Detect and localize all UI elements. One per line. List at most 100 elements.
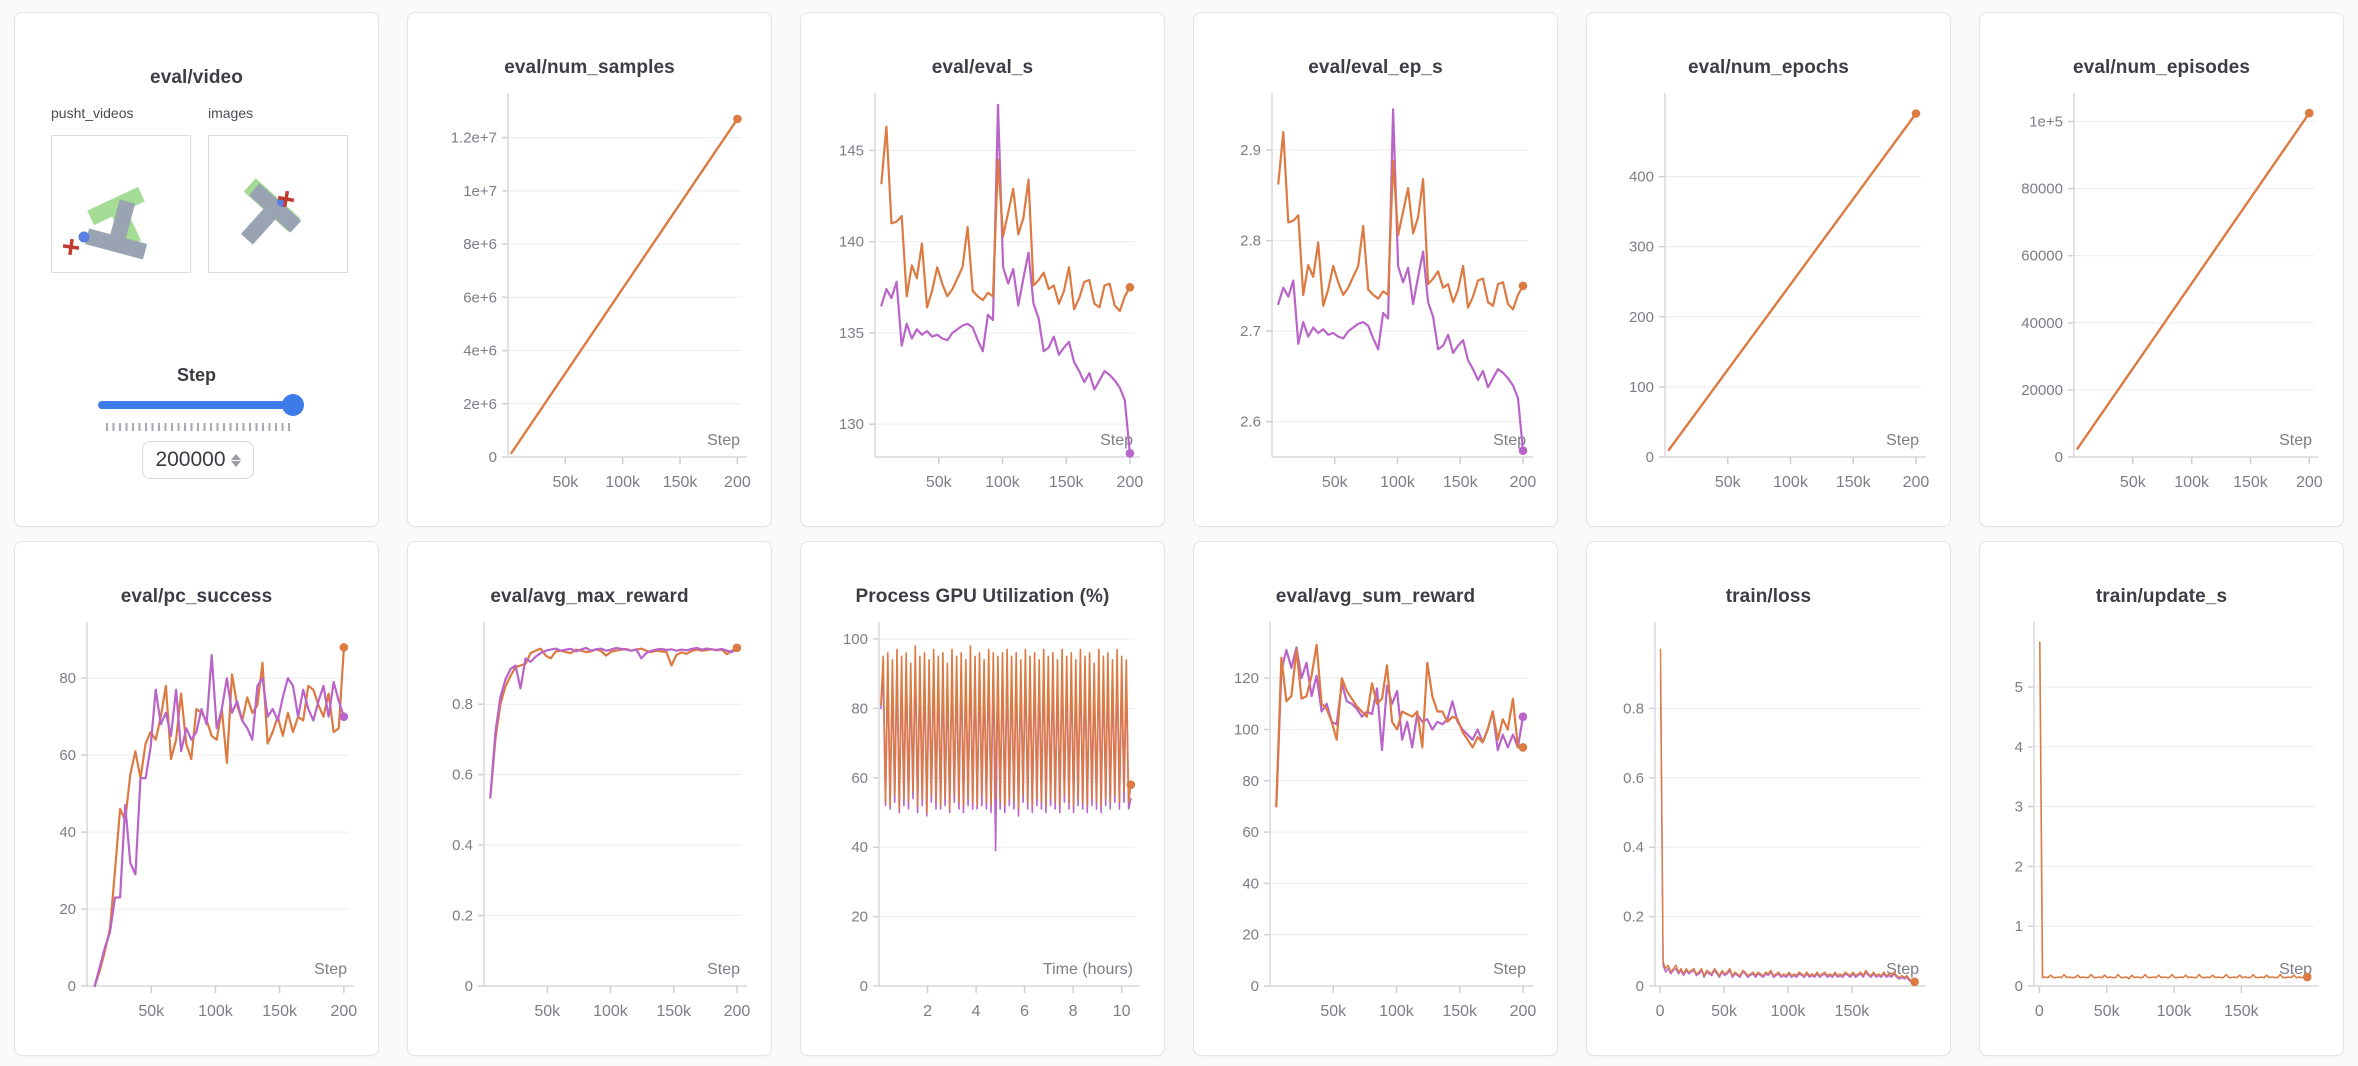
svg-text:80000: 80000	[2021, 181, 2063, 198]
chart-canvas-train-update-s[interactable]: 0 1 2 3 4 5 0 50k 100k 150k Step	[1980, 542, 2344, 1056]
svg-text:Step: Step	[2279, 961, 2312, 978]
svg-text:Step: Step	[1493, 432, 1526, 449]
panel-train-loss: train/loss 0 0.2 0.4 0.6 0.8 0 50k 100k 150k Step	[1586, 541, 1951, 1056]
svg-text:130: 130	[839, 416, 864, 433]
svg-text:100k: 100k	[1773, 474, 1809, 491]
agent-dot	[78, 231, 90, 243]
svg-text:40: 40	[1242, 875, 1259, 892]
chart-title: eval/num_episodes	[2073, 57, 2250, 78]
panel-eval-num-samples: eval/num_samples 0 2e+6 4e+6 6e+6 8e+6 1e+7 1.…	[407, 12, 772, 527]
svg-text:80: 80	[1242, 773, 1259, 790]
svg-text:0.6: 0.6	[452, 767, 473, 784]
svg-text:0: 0	[489, 449, 497, 466]
chart-canvas-eval-pc-success[interactable]: 0 20 40 60 80 50k 100k 150k 200 Step	[15, 542, 379, 1056]
svg-text:40000: 40000	[2021, 315, 2063, 332]
svg-text:100k: 100k	[2174, 474, 2210, 491]
panel-eval-avg-sum-reward: eval/avg_sum_reward 0 20 40 60 80 100 120 50k 10…	[1193, 541, 1558, 1056]
chart-title: eval/eval_s	[931, 57, 1034, 78]
svg-text:4: 4	[972, 1003, 981, 1020]
svg-text:0.6: 0.6	[1623, 770, 1644, 787]
svg-text:40: 40	[59, 824, 76, 841]
svg-text:0.2: 0.2	[1623, 909, 1644, 926]
svg-text:80: 80	[851, 700, 868, 717]
panel-eval-pc-success: eval/pc_success 0 20 40 60 80 50k 100k 150k 200 S…	[14, 541, 379, 1056]
svg-text:100k: 100k	[1379, 1003, 1415, 1020]
gray-t-shape	[84, 199, 148, 260]
svg-text:6: 6	[1020, 1003, 1029, 1020]
svg-text:100: 100	[1234, 721, 1259, 738]
chart-canvas-eval-eval-ep-s[interactable]: 2.6 2.7 2.8 2.9 50k 100k 150k 200 Step	[1194, 13, 1558, 527]
chart-canvas-eval-avg-sum-reward[interactable]: 0 20 40 60 80 100 120 50k 100k 150k 200 Step	[1194, 542, 1558, 1056]
svg-text:0: 0	[2055, 449, 2063, 466]
svg-text:0: 0	[68, 978, 76, 995]
svg-text:1: 1	[2015, 918, 2023, 935]
svg-text:2.6: 2.6	[1240, 414, 1261, 431]
svg-text:0.4: 0.4	[452, 837, 473, 854]
chart-canvas-eval-num-samples[interactable]: 0 2e+6 4e+6 6e+6 8e+6 1e+7 1.2e+7 50k 100k 150k 20…	[408, 13, 772, 527]
spinner-up-icon[interactable]	[230, 453, 241, 460]
svg-text:150k: 150k	[1443, 474, 1479, 491]
media-panel-title: eval/video	[150, 67, 243, 88]
svg-text:50k: 50k	[2094, 1003, 2121, 1020]
panel-eval-num-epochs: eval/num_epochs 0 100 200 300 400 50k 100k 150k…	[1586, 12, 1951, 527]
svg-text:50k: 50k	[1715, 474, 1742, 491]
chart-title: train/update_s	[2095, 586, 2228, 607]
pusht-video-thumbnail[interactable]	[51, 135, 191, 273]
svg-text:50k: 50k	[552, 474, 579, 491]
svg-text:150k: 150k	[1836, 474, 1872, 491]
svg-text:0: 0	[1656, 1003, 1665, 1020]
svg-text:0.2: 0.2	[452, 908, 473, 925]
svg-text:Step: Step	[2279, 432, 2312, 449]
svg-text:300: 300	[1629, 239, 1654, 256]
svg-text:2.8: 2.8	[1240, 233, 1261, 250]
chart-canvas-eval-avg-max-reward[interactable]: 0 0.2 0.4 0.6 0.8 50k 100k 150k 200 Step	[408, 542, 772, 1056]
svg-text:150k: 150k	[1442, 1003, 1478, 1020]
svg-text:100k: 100k	[1771, 1003, 1807, 1020]
svg-text:200: 200	[1629, 309, 1654, 326]
svg-text:80: 80	[59, 670, 76, 687]
svg-text:50k: 50k	[1320, 1003, 1347, 1020]
svg-text:Step: Step	[1100, 432, 1133, 449]
svg-text:3: 3	[2015, 799, 2023, 816]
spinner-down-icon[interactable]	[230, 460, 241, 467]
panel-eval-avg-max-reward: eval/avg_max_reward 0 0.2 0.4 0.6 0.8 50k 100k…	[407, 541, 772, 1056]
chart-canvas-eval-num-episodes[interactable]: 0 20000 40000 60000 80000 1e+5 50k 100k 150k 200 S…	[1980, 13, 2344, 527]
panel-gpu-utilization: Process GPU Utilization (%) 0 20 40 60 80 100…	[800, 541, 1165, 1056]
svg-text:200: 200	[1510, 474, 1537, 491]
svg-text:0.8: 0.8	[452, 696, 473, 713]
step-slider-track[interactable]	[98, 401, 302, 409]
step-slider-handle[interactable]	[282, 394, 304, 416]
chart-canvas-gpu-utilization[interactable]: 0 20 40 60 80 100 2 4 6 8 10 Time (hours)	[801, 542, 1165, 1056]
svg-text:200: 200	[331, 1003, 358, 1020]
gray-t-shape	[240, 183, 302, 245]
svg-text:150k: 150k	[1835, 1003, 1871, 1020]
svg-text:0: 0	[1646, 449, 1654, 466]
goal-cross	[277, 190, 295, 208]
panel-train-update-s: train/update_s 0 1 2 3 4 5 0 50k 100k 150k Step	[1979, 541, 2344, 1056]
svg-text:120: 120	[1234, 670, 1259, 687]
svg-text:2.9: 2.9	[1240, 142, 1261, 159]
svg-text:4: 4	[2015, 739, 2023, 756]
chart-canvas-eval-eval-s[interactable]: 130 135 140 145 50k 100k 150k 200 Step	[801, 13, 1165, 527]
chart-canvas-eval-num-epochs[interactable]: 0 100 200 300 400 50k 100k 150k 200 Step	[1587, 13, 1951, 527]
svg-text:140: 140	[839, 234, 864, 251]
step-value-input[interactable]: 200000	[142, 441, 254, 479]
svg-text:150k: 150k	[663, 474, 699, 491]
chart-title: Process GPU Utilization (%)	[855, 586, 1110, 607]
images-label: images	[208, 105, 254, 121]
svg-text:2: 2	[923, 1003, 932, 1020]
panel-eval-eval-ep-s: eval/eval_ep_s 2.6 2.7 2.8 2.9 50k 100k 150k 20…	[1193, 12, 1558, 527]
svg-text:200: 200	[2296, 474, 2323, 491]
svg-text:40: 40	[851, 839, 868, 856]
images-thumbnail[interactable]	[208, 135, 348, 273]
svg-text:150k: 150k	[2224, 1003, 2260, 1020]
svg-text:0.4: 0.4	[1623, 839, 1644, 856]
chart-title: eval/avg_max_reward	[490, 586, 689, 607]
svg-text:100k: 100k	[593, 1003, 629, 1020]
svg-text:20: 20	[851, 909, 868, 926]
svg-text:145: 145	[839, 142, 864, 159]
panel-grid: eval/video pusht_videos images	[14, 12, 2344, 1056]
svg-text:0: 0	[2015, 978, 2023, 995]
svg-text:6e+6: 6e+6	[463, 289, 497, 306]
